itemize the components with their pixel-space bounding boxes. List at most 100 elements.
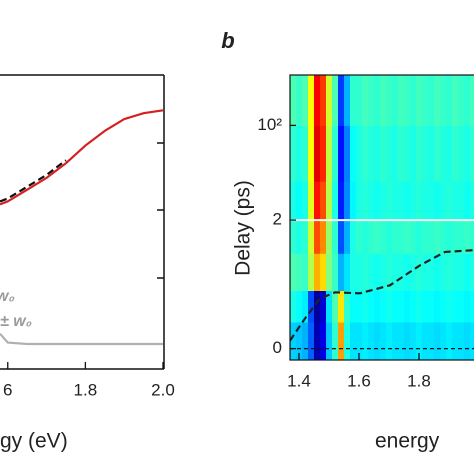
heat-cell [434, 220, 441, 254]
heat-cell [380, 220, 387, 254]
heat-cell [368, 181, 375, 221]
heat-cell [338, 181, 345, 221]
heat-cell [398, 75, 405, 126]
heat-cell [458, 75, 465, 126]
heat-cell [344, 181, 351, 221]
heat-cell [326, 75, 333, 126]
y-axis-label: Delay (ps) [232, 180, 255, 276]
heat-cell [296, 220, 303, 254]
heat-cell [374, 253, 381, 291]
heat-cell [452, 321, 459, 360]
heat-cell [290, 125, 297, 182]
heat-cell [332, 290, 339, 323]
heat-cell [404, 75, 411, 126]
heat-cell [338, 321, 345, 360]
heat-cell [458, 290, 465, 323]
heat-cell [326, 220, 333, 254]
heat-cell [410, 125, 417, 182]
heat-cell [452, 290, 459, 323]
heat-cell [344, 75, 351, 126]
heat-cell [398, 321, 405, 360]
heat-cell [356, 290, 363, 323]
heat-cell [458, 181, 465, 221]
heat-cell [302, 220, 309, 254]
heat-cell [290, 321, 297, 360]
heat-cell [350, 125, 357, 182]
heat-cell [434, 125, 441, 182]
heat-cell [338, 220, 345, 254]
heat-cell [452, 181, 459, 221]
heat-cell [332, 220, 339, 254]
heat-cell [302, 181, 309, 221]
heat-cell [464, 253, 471, 291]
heat-cell [338, 253, 345, 291]
heat-cell [362, 321, 369, 360]
heat-cell [428, 253, 435, 291]
heat-cell [398, 253, 405, 291]
heat-cell [416, 290, 423, 323]
heat-cell [362, 125, 369, 182]
heat-cell [404, 321, 411, 360]
heat-cell [380, 253, 387, 291]
heat-cell [464, 75, 471, 126]
heat-cell [374, 181, 381, 221]
heat-cell [320, 253, 327, 291]
heat-cell [404, 125, 411, 182]
heat-cell [422, 125, 429, 182]
heat-cell [416, 181, 423, 221]
heat-cell [362, 290, 369, 323]
data-line [0, 159, 67, 203]
heat-cell [416, 125, 423, 182]
x-axis-label: gy (eV) [0, 430, 68, 453]
heat-cell [434, 253, 441, 291]
x-tick-label: 1.8 [74, 380, 98, 399]
heat-cell [362, 253, 369, 291]
heat-cell [422, 220, 429, 254]
heat-cell [416, 321, 423, 360]
heat-cell [344, 253, 351, 291]
heat-cell [470, 75, 474, 126]
heat-cell [386, 125, 393, 182]
heat-cell [332, 181, 339, 221]
heat-cell [350, 290, 357, 323]
heat-cell [380, 290, 387, 323]
heat-cell [296, 253, 303, 291]
heat-cell [410, 321, 417, 360]
heat-cell [320, 181, 327, 221]
heat-cell [320, 290, 327, 323]
left-frame [0, 74, 165, 370]
heat-cell [470, 321, 474, 360]
heat-cell [338, 290, 345, 323]
heat-cell [410, 253, 417, 291]
heat-cell [458, 321, 465, 360]
heat-cell [440, 253, 447, 291]
heat-cell [428, 75, 435, 126]
heat-cell [410, 75, 417, 126]
heat-cell [374, 125, 381, 182]
heat-cell [356, 181, 363, 221]
heat-cell [320, 321, 327, 360]
heat-cell [314, 253, 321, 291]
heat-cell [296, 125, 303, 182]
heat-cell [350, 220, 357, 254]
heat-cell [326, 290, 333, 323]
heat-cell [314, 220, 321, 254]
heat-cell [302, 125, 309, 182]
heat-cell [308, 220, 315, 254]
heat-cell [446, 253, 453, 291]
heat-cell [386, 321, 393, 360]
heat-cell [290, 220, 297, 254]
heat-cell [332, 253, 339, 291]
heat-cell [302, 321, 309, 360]
x-tick-label: 1.8 [407, 371, 431, 390]
heat-cell [344, 125, 351, 182]
heat-cell [410, 290, 417, 323]
heat-cell [428, 220, 435, 254]
heat-cell [338, 125, 345, 182]
x-axis-label: energy [375, 430, 440, 453]
annotation: w₀ [0, 288, 15, 305]
heat-cell [386, 181, 393, 221]
heat-cell [428, 290, 435, 323]
heat-cell [374, 220, 381, 254]
heat-cell [326, 321, 333, 360]
